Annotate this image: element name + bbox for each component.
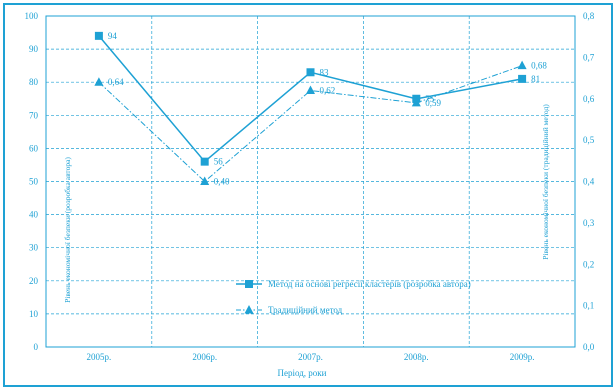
data-label: 94 bbox=[108, 31, 118, 41]
grid bbox=[45, 15, 576, 348]
y-right-tick-label: 0,2 bbox=[583, 259, 594, 269]
data-point-square bbox=[94, 31, 103, 40]
y-right-tick-label: 0,8 bbox=[583, 11, 595, 21]
legend-marker-triangle bbox=[244, 305, 254, 314]
data-point-triangle bbox=[306, 85, 315, 94]
y-axis-right-title: Рівень економічної безпеки (традиційний … bbox=[541, 104, 550, 260]
y-left-tick-label: 100 bbox=[25, 11, 39, 21]
data-label: 83 bbox=[320, 67, 330, 77]
x-tick-label: 2005р. bbox=[87, 352, 112, 362]
data-point-triangle bbox=[200, 176, 210, 185]
y-left-tick-label: 30 bbox=[29, 243, 39, 253]
chart-border bbox=[3, 3, 613, 387]
data-point-triangle bbox=[94, 77, 104, 86]
y-left-tick-label: 80 bbox=[29, 77, 39, 87]
data-point-triangle bbox=[517, 60, 527, 70]
data-point-triangle bbox=[411, 97, 421, 107]
y-right-tick-label: 0,6 bbox=[583, 94, 595, 104]
y-right-tick-label: 0,3 bbox=[583, 218, 595, 228]
data-label: 81 bbox=[531, 74, 540, 84]
y-axis-left-title: Рівень економічної безпеки (розробка авт… bbox=[63, 157, 72, 303]
x-axis-title: Період, роки bbox=[277, 368, 326, 378]
y-left-tick-label: 40 bbox=[29, 210, 39, 220]
y-right-tick-label: 0,0 bbox=[583, 342, 595, 352]
axes: 0 10 20 30 40 50 60 70 80 90 100 0,0 0,1 0,2 0,3 0,4 0,5… bbox=[25, 11, 595, 362]
x-tick-label: 2006р. bbox=[192, 352, 217, 362]
data-label: 0,62 bbox=[320, 85, 336, 95]
y-right-tick-label: 0,4 bbox=[583, 177, 595, 187]
data-point-square bbox=[200, 157, 209, 166]
y-right-tick-label: 0,1 bbox=[583, 301, 594, 311]
data-label: 0,40 bbox=[214, 177, 230, 187]
y-left-tick-label: 0 bbox=[34, 342, 39, 352]
y-left-tick-label: 50 bbox=[29, 177, 39, 187]
y-right-tick-label: 0,5 bbox=[583, 135, 595, 145]
data-label: 56 bbox=[214, 157, 224, 167]
y-right-tick-label: 0,7 bbox=[583, 52, 595, 62]
data-label: 0,64 bbox=[108, 77, 124, 87]
y-left-tick-label: 90 bbox=[29, 44, 39, 54]
y-left-tick-label: 70 bbox=[29, 110, 39, 120]
data-label: 75 bbox=[425, 94, 435, 104]
x-tick-label: 2008р. bbox=[404, 352, 429, 362]
y-left-tick-label: 20 bbox=[29, 276, 39, 286]
legend-label: Метод на основі регресії кластерів (розр… bbox=[268, 279, 471, 289]
series-group: 94 56 83 75 81 0,64 0,40 0,62 0,59 0,68 bbox=[94, 31, 547, 187]
y-left-tick-label: 10 bbox=[29, 309, 39, 319]
legend-label: Традиційний метод bbox=[268, 305, 343, 315]
data-label: 0,68 bbox=[531, 61, 547, 71]
data-label: 0,59 bbox=[425, 98, 441, 108]
x-tick-label: 2009р. bbox=[510, 352, 535, 362]
legend-marker-square bbox=[245, 280, 253, 288]
data-point-square bbox=[518, 74, 527, 83]
x-tick-label: 2007р. bbox=[298, 352, 323, 362]
data-point-square bbox=[306, 68, 315, 77]
legend: Метод на основі регресії кластерів (розр… bbox=[236, 279, 471, 315]
y-left-tick-label: 60 bbox=[29, 143, 39, 153]
